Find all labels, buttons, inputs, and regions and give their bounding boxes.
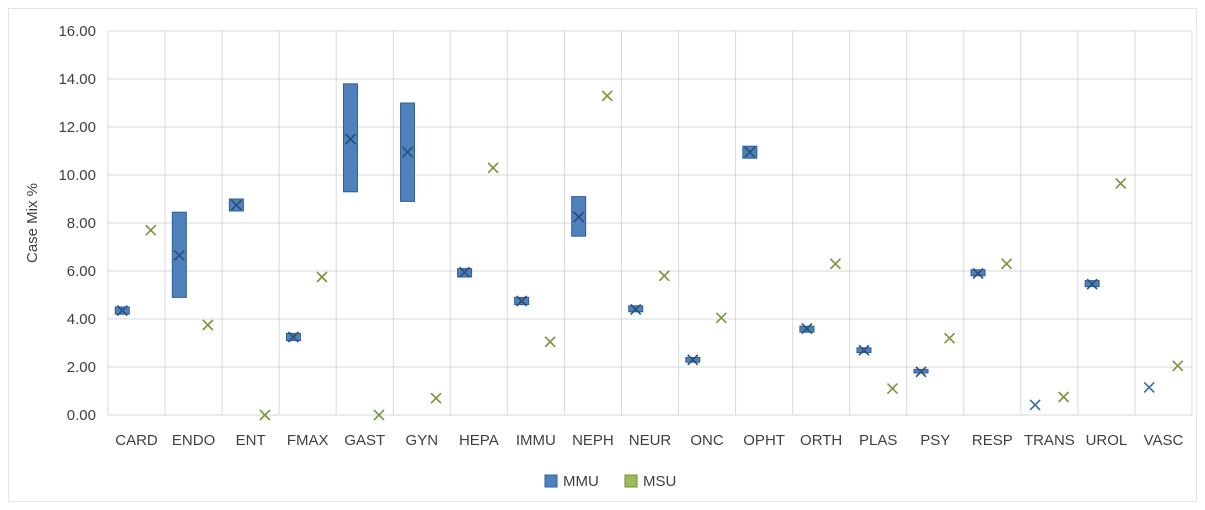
- mean-marker-mmu: [1086, 278, 1098, 290]
- mean-marker-mmu: [287, 331, 299, 343]
- x-tick-label: ORTH: [800, 432, 842, 449]
- mean-marker-msu: [943, 332, 956, 344]
- x-tick-label: NEPH: [572, 432, 614, 449]
- legend-label-msu: MSU: [643, 473, 676, 490]
- mean-marker-msu: [829, 258, 841, 270]
- mean-marker-mmu: [687, 354, 699, 366]
- x-tick-label: FMAX: [287, 432, 329, 449]
- y-tick-label: 14.00: [58, 71, 96, 88]
- y-tick-label: 6.00: [67, 263, 96, 280]
- y-tick-label: 0.00: [67, 407, 96, 424]
- mean-marker-mmu: [516, 295, 528, 307]
- legend-swatch-msu: [624, 474, 638, 488]
- x-tick-label: NEUR: [629, 432, 672, 449]
- y-axis-title: Case Mix %: [24, 183, 41, 263]
- mean-marker-msu: [487, 162, 499, 174]
- mean-marker-mmu: [1029, 399, 1041, 411]
- y-tick-label: 12.00: [58, 119, 96, 136]
- x-tick-label: UROL: [1086, 432, 1128, 449]
- x-tick-label: ENT: [236, 432, 266, 449]
- y-tick-label: 10.00: [58, 167, 96, 184]
- mean-marker-msu: [1172, 360, 1184, 372]
- mean-marker-mmu: [573, 211, 585, 223]
- mean-marker-msu: [715, 312, 727, 324]
- x-tick-label: IMMU: [516, 432, 556, 449]
- mean-marker-msu: [373, 409, 385, 421]
- mean-marker-msu: [658, 270, 670, 282]
- x-tick-label: RESP: [972, 432, 1013, 449]
- x-tick-label: VASC: [1144, 432, 1184, 449]
- mean-marker-mmu: [344, 133, 357, 145]
- x-tick-label: ENDO: [172, 432, 215, 449]
- mean-marker-mmu: [744, 146, 756, 158]
- mean-marker-msu: [544, 336, 556, 348]
- mean-marker-mmu: [173, 249, 185, 261]
- x-tick-label: PSY: [920, 432, 950, 449]
- x-tick-label: HEPA: [459, 432, 499, 449]
- mean-marker-msu: [1058, 391, 1070, 403]
- mean-marker-msu: [316, 271, 328, 283]
- mean-marker-mmu: [972, 267, 984, 279]
- y-tick-label: 2.00: [67, 359, 96, 376]
- mean-marker-msu: [1115, 177, 1127, 189]
- x-tick-label: ONC: [690, 432, 724, 449]
- mean-marker-msu: [601, 90, 613, 102]
- y-tick-label: 8.00: [67, 215, 96, 232]
- x-tick-label: CARD: [115, 432, 158, 449]
- mean-marker-msu: [259, 409, 271, 421]
- mean-marker-msu: [1001, 258, 1013, 270]
- box-mmu: [342, 83, 358, 193]
- x-tick-label: GYN: [406, 432, 439, 449]
- mean-marker-mmu: [230, 199, 242, 211]
- mean-marker-mmu: [459, 266, 471, 278]
- mean-marker-mmu: [858, 344, 870, 356]
- mean-marker-mmu: [915, 366, 927, 378]
- mean-marker-msu: [886, 383, 899, 395]
- mean-marker-msu: [145, 224, 157, 236]
- mean-marker-mmu: [630, 303, 642, 315]
- x-tick-label: OPHT: [743, 432, 785, 449]
- x-tick-label: PLAS: [859, 432, 897, 449]
- legend-swatch-mmu: [544, 474, 558, 488]
- x-tick-label: GAST: [344, 432, 385, 449]
- legend-label-mmu: MMU: [563, 473, 599, 490]
- mean-marker-mmu: [1143, 381, 1155, 393]
- mean-marker-mmu: [116, 305, 128, 317]
- mean-marker-msu: [202, 319, 214, 331]
- mean-marker-mmu: [401, 146, 414, 158]
- y-tick-label: 16.00: [58, 23, 96, 40]
- y-tick-label: 4.00: [67, 311, 96, 328]
- mean-marker-msu: [430, 392, 442, 404]
- mean-marker-mmu: [801, 323, 813, 335]
- x-tick-label: TRANS: [1024, 432, 1075, 449]
